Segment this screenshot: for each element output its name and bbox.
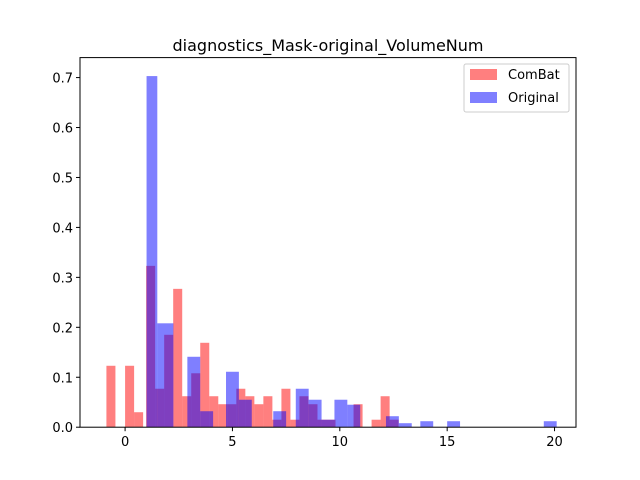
x-tick-label: 5 — [228, 435, 236, 450]
bar-original-5 — [238, 399, 252, 428]
bar-combat-16 — [263, 396, 273, 428]
bar-original-0 — [146, 76, 158, 428]
bar-original-16 — [543, 421, 557, 428]
bar-original-1 — [157, 323, 174, 428]
y-tick-label: 0.0 — [52, 421, 73, 436]
y-tick-label: 0.7 — [52, 72, 73, 87]
bar-combat-15 — [254, 404, 264, 428]
y-tick-label: 0.3 — [52, 271, 73, 286]
bar-original-7 — [295, 388, 309, 428]
bar-combat-18 — [281, 388, 291, 428]
bar-combat-9 — [200, 342, 210, 428]
bar-combat-11 — [218, 404, 228, 428]
legend-label-original: Original — [508, 91, 559, 106]
legend: ComBat Original — [463, 63, 570, 113]
x-tick-label: 15 — [439, 435, 456, 450]
bar-combat-26 — [380, 396, 390, 428]
bar-original-13 — [398, 423, 412, 428]
bar-original-3 — [200, 411, 214, 428]
bar-combat-25 — [371, 419, 381, 428]
bar-original-6 — [273, 411, 287, 428]
bar-combat-0 — [106, 365, 116, 428]
bar-original-4 — [226, 371, 239, 428]
bar-combat-2 — [134, 412, 144, 428]
x-axis: 0 5 10 15 20 — [121, 427, 563, 450]
legend-swatch-original — [470, 92, 497, 103]
bar-combat-7 — [182, 396, 192, 428]
y-tick-label: 0.1 — [52, 371, 73, 386]
bar-original-9 — [321, 419, 335, 428]
bar-combat-19 — [290, 419, 300, 428]
bar-combat-6 — [173, 288, 183, 428]
y-tick-label: 0.5 — [52, 171, 73, 186]
bar-original-8 — [308, 399, 322, 428]
y-tick-label: 0.4 — [52, 221, 73, 236]
bar-original-12 — [385, 416, 399, 428]
bar-original-2 — [187, 356, 201, 428]
bar-original-15 — [447, 421, 461, 428]
legend-swatch-combat — [470, 69, 497, 80]
chart-title: diagnostics_Mask-original_VolumeNum — [173, 36, 484, 56]
bar-original-11 — [347, 404, 361, 428]
x-tick-label: 20 — [546, 435, 563, 450]
x-tick-label: 10 — [332, 435, 349, 450]
bar-combat-1 — [125, 365, 135, 428]
y-tick-label: 0.6 — [52, 122, 73, 137]
bar-combat-10 — [209, 396, 219, 428]
plot-frame — [79, 57, 577, 428]
x-tick-label: 0 — [121, 435, 129, 450]
legend-label-combat: ComBat — [508, 68, 560, 83]
bar-original-14 — [420, 421, 434, 428]
bars-group — [106, 76, 557, 428]
y-tick-label: 0.2 — [52, 321, 73, 336]
bar-original-10 — [334, 399, 348, 428]
y-axis: 0.0 0.1 0.2 0.3 0.4 0.5 0.6 0.7 — [52, 72, 80, 436]
